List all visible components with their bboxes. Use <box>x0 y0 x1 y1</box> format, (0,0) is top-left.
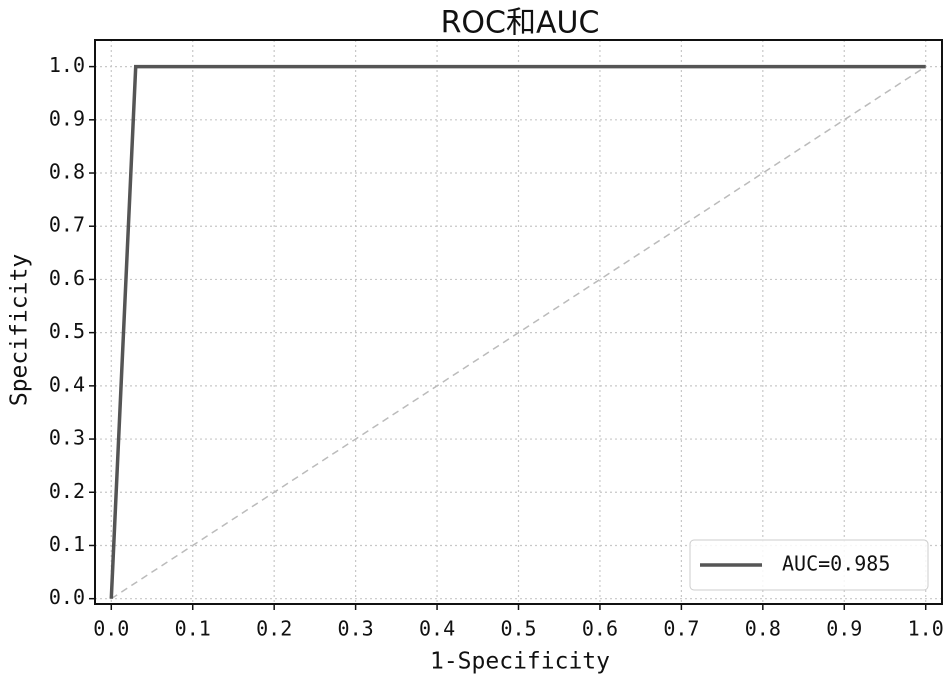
y-tick-label: 0.6 <box>49 266 85 290</box>
x-tick-label: 1.0 <box>908 617 944 641</box>
series-line <box>109 64 926 599</box>
series-line <box>110 65 927 600</box>
y-tick-label: 0.9 <box>49 106 85 130</box>
y-tick-label: 0.8 <box>49 160 85 184</box>
legend-box <box>689 539 929 591</box>
x-tick-label: 0.8 <box>745 617 781 641</box>
y-tick-label: 1.0 <box>49 53 85 77</box>
x-tick-label: 0.9 <box>826 617 862 641</box>
y-tick-label: 0.1 <box>49 532 85 556</box>
y-tick-label: 0.0 <box>49 585 85 609</box>
x-axis-label: 1-Specificity <box>430 649 610 675</box>
x-tick-label: 0.7 <box>663 617 699 641</box>
x-tick-label: 0.0 <box>93 617 129 641</box>
y-tick-label: 0.4 <box>49 372 85 396</box>
plot-frame <box>94 39 943 605</box>
y-tick-label: 0.2 <box>49 479 85 503</box>
x-tick-label: 0.2 <box>256 617 292 641</box>
y-tick-label: 0.7 <box>49 213 85 237</box>
x-tick-label: 0.1 <box>175 617 211 641</box>
y-tick-label: 0.3 <box>49 426 85 450</box>
y-axis-label: Specificity <box>7 254 33 406</box>
x-tick-label: 0.5 <box>500 617 536 641</box>
x-tick-label: 0.4 <box>419 617 455 641</box>
y-tick-label: 0.5 <box>49 319 85 343</box>
legend-label: AUC=0.985 <box>782 552 890 576</box>
x-tick-label: 0.3 <box>338 617 374 641</box>
chart-title: ROC和AUC <box>441 6 600 41</box>
x-tick-label: 0.6 <box>582 617 618 641</box>
